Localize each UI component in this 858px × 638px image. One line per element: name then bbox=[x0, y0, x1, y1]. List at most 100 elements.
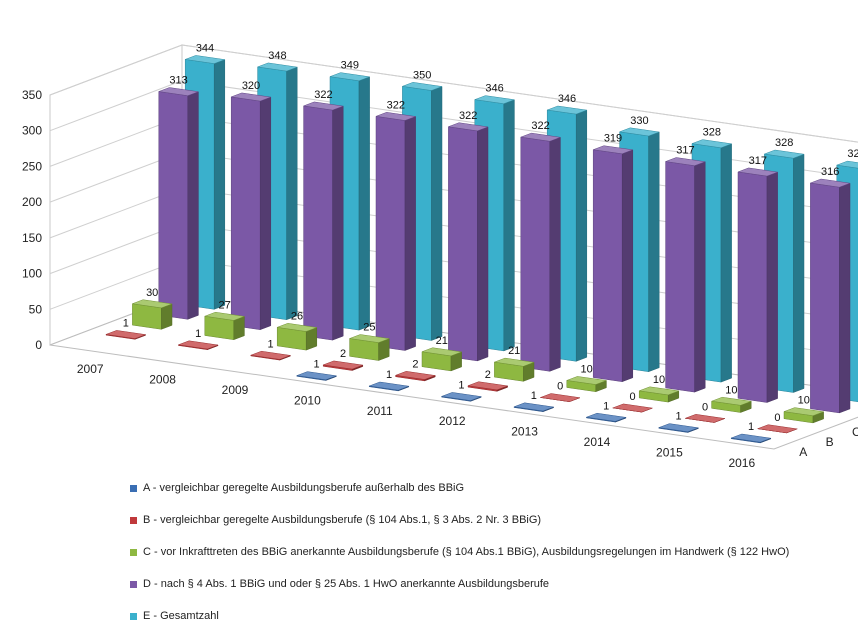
bar-side bbox=[332, 105, 344, 341]
bar-top bbox=[474, 95, 515, 104]
data-label: 26 bbox=[291, 310, 303, 322]
bar-c-2016 bbox=[783, 407, 824, 424]
bar-d-2008 bbox=[230, 92, 272, 331]
bar-side bbox=[648, 131, 660, 373]
bar-side bbox=[358, 76, 370, 331]
data-label: 1 bbox=[531, 390, 537, 402]
bar-b-2012 bbox=[467, 381, 508, 392]
data-label: 2 bbox=[340, 348, 346, 360]
data-label: 322 bbox=[387, 99, 405, 111]
bar-d-2014 bbox=[665, 157, 706, 393]
bar-top bbox=[764, 149, 805, 159]
bar-b-2015 bbox=[685, 414, 725, 423]
y-tick-label: 0 bbox=[35, 338, 42, 352]
bar-d-2012 bbox=[520, 132, 561, 372]
bar-top bbox=[810, 178, 851, 188]
bar-top bbox=[303, 101, 344, 111]
bar-side bbox=[161, 303, 173, 330]
bar-side bbox=[503, 99, 515, 352]
bar-b-2011 bbox=[395, 371, 436, 382]
bar-c-2013 bbox=[566, 376, 607, 393]
bar-top bbox=[257, 62, 298, 72]
data-label: 1 bbox=[195, 328, 201, 340]
legend-item-d: D - nach § 4 Abs. 1 BBiG und oder § 25 A… bbox=[130, 574, 789, 594]
bar-c-2008 bbox=[204, 311, 245, 341]
data-label: 322 bbox=[459, 110, 477, 122]
bar-c-2014 bbox=[638, 386, 680, 403]
bar-d-2007 bbox=[158, 87, 199, 320]
data-label: 25 bbox=[363, 322, 375, 334]
bar-a-2014 bbox=[586, 412, 627, 423]
data-label: 1 bbox=[676, 411, 682, 423]
gridline bbox=[49, 80, 858, 179]
data-label: 2 bbox=[485, 369, 491, 381]
data-label: 27 bbox=[218, 299, 230, 311]
bar-side bbox=[839, 182, 851, 414]
bar-top bbox=[836, 160, 858, 169]
bar-top bbox=[731, 433, 771, 443]
bars bbox=[105, 55, 858, 444]
y-tick-label: 150 bbox=[22, 231, 42, 245]
bar-top bbox=[737, 167, 778, 177]
bar-top bbox=[448, 122, 489, 132]
bar-top bbox=[395, 371, 436, 380]
data-label: 344 bbox=[196, 43, 214, 55]
bar-d-2009 bbox=[303, 101, 344, 341]
data-label: 328 bbox=[703, 127, 721, 139]
data-label: 1 bbox=[123, 318, 129, 330]
y-tick-label: 200 bbox=[22, 195, 42, 209]
depth-tick-label: C bbox=[852, 425, 858, 439]
bar-b-2014 bbox=[612, 403, 653, 413]
data-label: 349 bbox=[341, 60, 359, 72]
x-tick-label: 2008 bbox=[149, 373, 176, 387]
bar-side bbox=[575, 109, 588, 362]
bar-top bbox=[329, 72, 370, 82]
bar-top bbox=[593, 145, 633, 155]
data-label: 322 bbox=[531, 120, 549, 132]
bar-a-2010 bbox=[296, 371, 337, 381]
legend-label: E - Gesamtzahl bbox=[143, 610, 219, 622]
bar-front bbox=[158, 91, 189, 320]
bar-top bbox=[711, 396, 752, 406]
x-tick-label: 2015 bbox=[656, 445, 683, 459]
bar-front bbox=[737, 171, 768, 403]
legend-label: B - vergleichbar geregelte Ausbildungsbe… bbox=[143, 514, 542, 526]
bar-side bbox=[793, 153, 805, 393]
bar-c-2010 bbox=[349, 334, 390, 361]
bar-top bbox=[467, 381, 508, 391]
bar-top bbox=[250, 350, 291, 360]
bar-b-2007 bbox=[105, 330, 146, 340]
bar-top bbox=[185, 55, 225, 64]
data-label: 316 bbox=[821, 166, 839, 178]
bar-front bbox=[592, 149, 623, 382]
data-label: 10 bbox=[580, 364, 592, 376]
bar-top bbox=[277, 323, 317, 332]
bar-a-2012 bbox=[441, 392, 482, 402]
bar-a-2016 bbox=[730, 433, 772, 444]
bar-top bbox=[204, 311, 245, 321]
legend-label: D - nach § 4 Abs. 1 BBiG und oder § 25 A… bbox=[143, 578, 550, 590]
legend-swatch bbox=[130, 484, 137, 492]
bar-top bbox=[494, 357, 535, 367]
data-label: 317 bbox=[676, 145, 694, 157]
bar-top bbox=[619, 127, 660, 137]
bar-d-2015 bbox=[737, 167, 778, 403]
bar-b-2013 bbox=[540, 393, 581, 402]
y-tick-label: 50 bbox=[29, 302, 43, 316]
x-tick-label: 2014 bbox=[584, 435, 611, 449]
bar-b-2008 bbox=[178, 340, 219, 351]
bar-top bbox=[375, 112, 416, 121]
x-tick-label: 2007 bbox=[77, 362, 104, 376]
y-tick-label: 300 bbox=[22, 124, 42, 138]
bar-side bbox=[286, 66, 298, 321]
bar-side bbox=[694, 161, 706, 393]
bar-side bbox=[549, 136, 561, 372]
bar-a-2015 bbox=[658, 423, 699, 433]
bar-top bbox=[520, 132, 561, 142]
legend-swatch bbox=[130, 516, 137, 524]
data-label: 1 bbox=[458, 380, 464, 392]
bar-top bbox=[421, 347, 462, 357]
bar-front bbox=[810, 182, 840, 414]
legend-item-e: E - Gesamtzahl bbox=[130, 606, 789, 626]
data-label: 0 bbox=[774, 412, 780, 424]
